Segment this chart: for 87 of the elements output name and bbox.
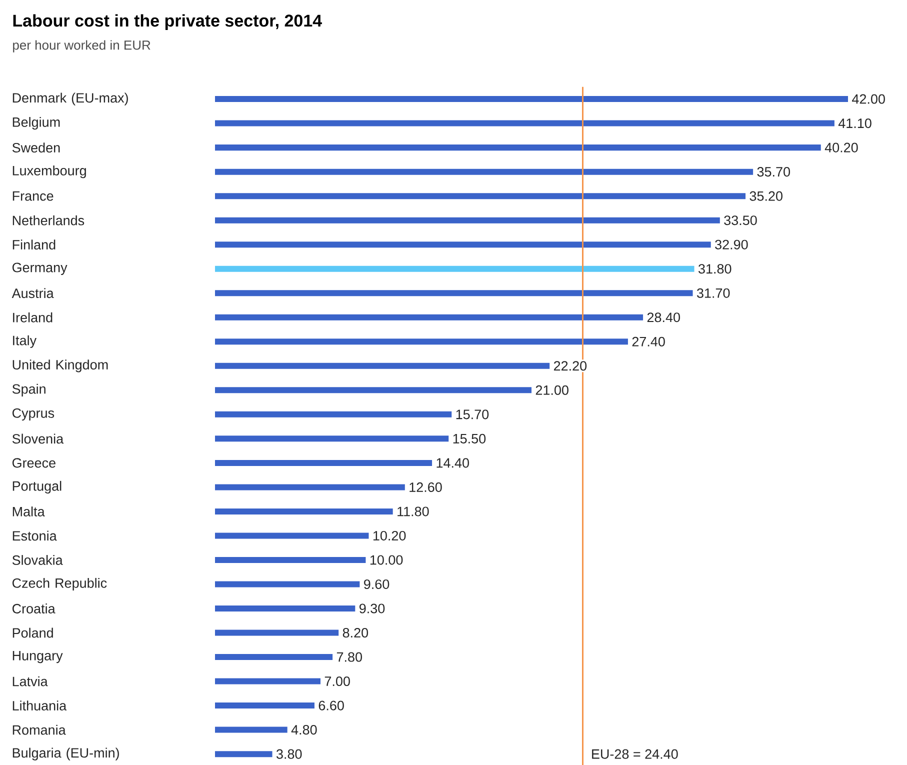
- data-label: 8.20: [342, 628, 368, 638]
- bar: [215, 630, 339, 636]
- y-tick-label: Croatia: [12, 604, 56, 614]
- data-label: 32.90: [715, 240, 748, 250]
- y-tick-label: Netherlands: [12, 215, 84, 226]
- data-label: 35.70: [757, 167, 790, 177]
- bar: [215, 460, 432, 466]
- data-label: 33.50: [724, 216, 757, 226]
- y-tick-label: Lithuania: [12, 700, 67, 710]
- bar: [215, 290, 693, 296]
- data-label: 35.20: [750, 191, 782, 201]
- bar: [215, 96, 848, 102]
- y-tick-label: Slovakia: [12, 555, 63, 565]
- y-tick-label: Austria: [12, 288, 54, 298]
- data-label: 3.80: [276, 749, 302, 759]
- y-tick-label: Poland: [12, 628, 53, 638]
- y-tick-label: Sweden: [12, 142, 60, 153]
- data-label: 15.50: [453, 434, 486, 444]
- y-tick-label: Estonia: [12, 530, 57, 541]
- data-label: 11.80: [398, 506, 429, 516]
- data-label: 7.00: [324, 676, 350, 686]
- data-label: 15.70: [456, 410, 489, 420]
- bar: [215, 702, 314, 709]
- y-tick-label: United Kingdom: [12, 360, 108, 372]
- data-label: 41.10: [838, 118, 872, 128]
- bar: [215, 387, 532, 394]
- data-label: 31.70: [696, 288, 730, 298]
- bar: [215, 338, 628, 345]
- y-tick-label: Portugal: [12, 480, 62, 494]
- y-tick-label: Spain: [12, 384, 46, 396]
- y-tick-label: Greece: [12, 458, 56, 468]
- y-tick-label: Belgium: [12, 117, 60, 130]
- data-label: 10.20: [373, 530, 406, 540]
- data-label: 4.80: [291, 725, 317, 735]
- data-label: 40.20: [824, 142, 858, 152]
- bar: [215, 654, 333, 660]
- data-label: 12.60: [410, 482, 442, 492]
- bar: [215, 678, 320, 684]
- y-tick-label: France: [12, 191, 54, 201]
- bar: [215, 193, 746, 200]
- bar: [215, 120, 834, 126]
- y-tick-label: Germany: [12, 262, 68, 275]
- data-label: 42.00: [852, 94, 885, 104]
- chart-title: Labour cost in the private sector, 2014: [13, 14, 322, 30]
- y-tick-label: Bulgaria (EU-min): [12, 748, 119, 760]
- y-tick-label: Cyprus: [12, 408, 54, 421]
- bar: [215, 314, 644, 320]
- y-tick-label: Italy: [13, 335, 37, 348]
- data-label: 14.40: [436, 458, 469, 468]
- y-tick-label: Slovenia: [12, 434, 64, 444]
- data-label: 22.20: [554, 361, 587, 371]
- bar: [215, 217, 720, 224]
- text: per hour worked in EUR: [13, 40, 150, 52]
- y-tick-label: Luxembourg: [12, 166, 86, 178]
- data-label: 7.80: [336, 652, 362, 662]
- bar: [215, 168, 754, 175]
- bar: [215, 726, 288, 733]
- y-tick-label: Ireland: [13, 312, 52, 322]
- bar: [215, 581, 360, 588]
- y-tick-label: Romania: [12, 724, 66, 735]
- bar: [215, 606, 356, 612]
- y-tick-label: Hungary: [12, 650, 63, 664]
- bar: [215, 508, 393, 514]
- y-tick-label: Czech Republic: [12, 578, 107, 591]
- bar: [215, 556, 366, 563]
- y-tick-label: Malta: [12, 506, 45, 516]
- bar: [215, 436, 449, 442]
- bar: [215, 411, 452, 418]
- data-label: 31.80: [698, 264, 732, 274]
- data-label: 9.60: [364, 579, 390, 590]
- data-label: 28.40: [647, 312, 680, 322]
- bar: [215, 751, 272, 758]
- data-label: 27.40: [632, 336, 665, 346]
- bar: [215, 362, 550, 369]
- bar: [215, 532, 369, 539]
- bar: [215, 266, 694, 272]
- data-label: 9.30: [360, 604, 385, 614]
- y-tick-label: Latvia: [12, 676, 48, 686]
- data-label: 10.00: [370, 555, 403, 565]
- y-tick-label: Finland: [12, 240, 56, 250]
- data-label: 21.00: [536, 385, 568, 395]
- bar: [215, 144, 821, 151]
- ref-line-label: EU-28 = 24.40: [592, 749, 678, 759]
- bar: [215, 484, 405, 490]
- bar: [215, 242, 711, 248]
- data-label: 6.60: [318, 700, 344, 710]
- y-tick-label: Denmark (EU-max): [12, 92, 128, 106]
